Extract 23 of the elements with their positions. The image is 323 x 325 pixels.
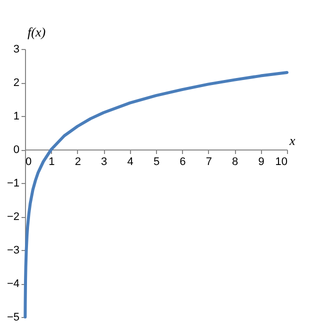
y-tick-label: 2 (13, 77, 20, 89)
x-tick-label: 8 (232, 156, 238, 168)
y-tick-label: 1 (13, 110, 20, 122)
y-tick-label: 3 (13, 44, 20, 56)
y-tick-label: 0 (13, 144, 20, 156)
x-tick-label: 9 (258, 156, 264, 168)
line-series (24, 70, 288, 318)
x-axis-title: x (288, 133, 296, 148)
y-tick-label: −2 (6, 211, 20, 223)
x-tick-label: 1 (48, 156, 55, 168)
y-tick-label: −3 (6, 244, 20, 256)
x-tick-label: 7 (206, 156, 212, 168)
x-tick-label: 10 (275, 156, 288, 168)
x-tick-label: 5 (153, 156, 160, 168)
x-tick-label: 6 (180, 156, 186, 168)
x-tick-label: 0 (26, 156, 32, 168)
x-tick-label: 2 (74, 156, 81, 168)
y-tick-label: −5 (6, 312, 20, 324)
y-axis-title: f(x) (28, 24, 46, 40)
y-tick-label: −4 (6, 278, 20, 290)
x-tick-label: 4 (127, 156, 134, 168)
y-tick-label: −1 (6, 178, 20, 190)
x-tick-label: 3 (101, 156, 108, 168)
